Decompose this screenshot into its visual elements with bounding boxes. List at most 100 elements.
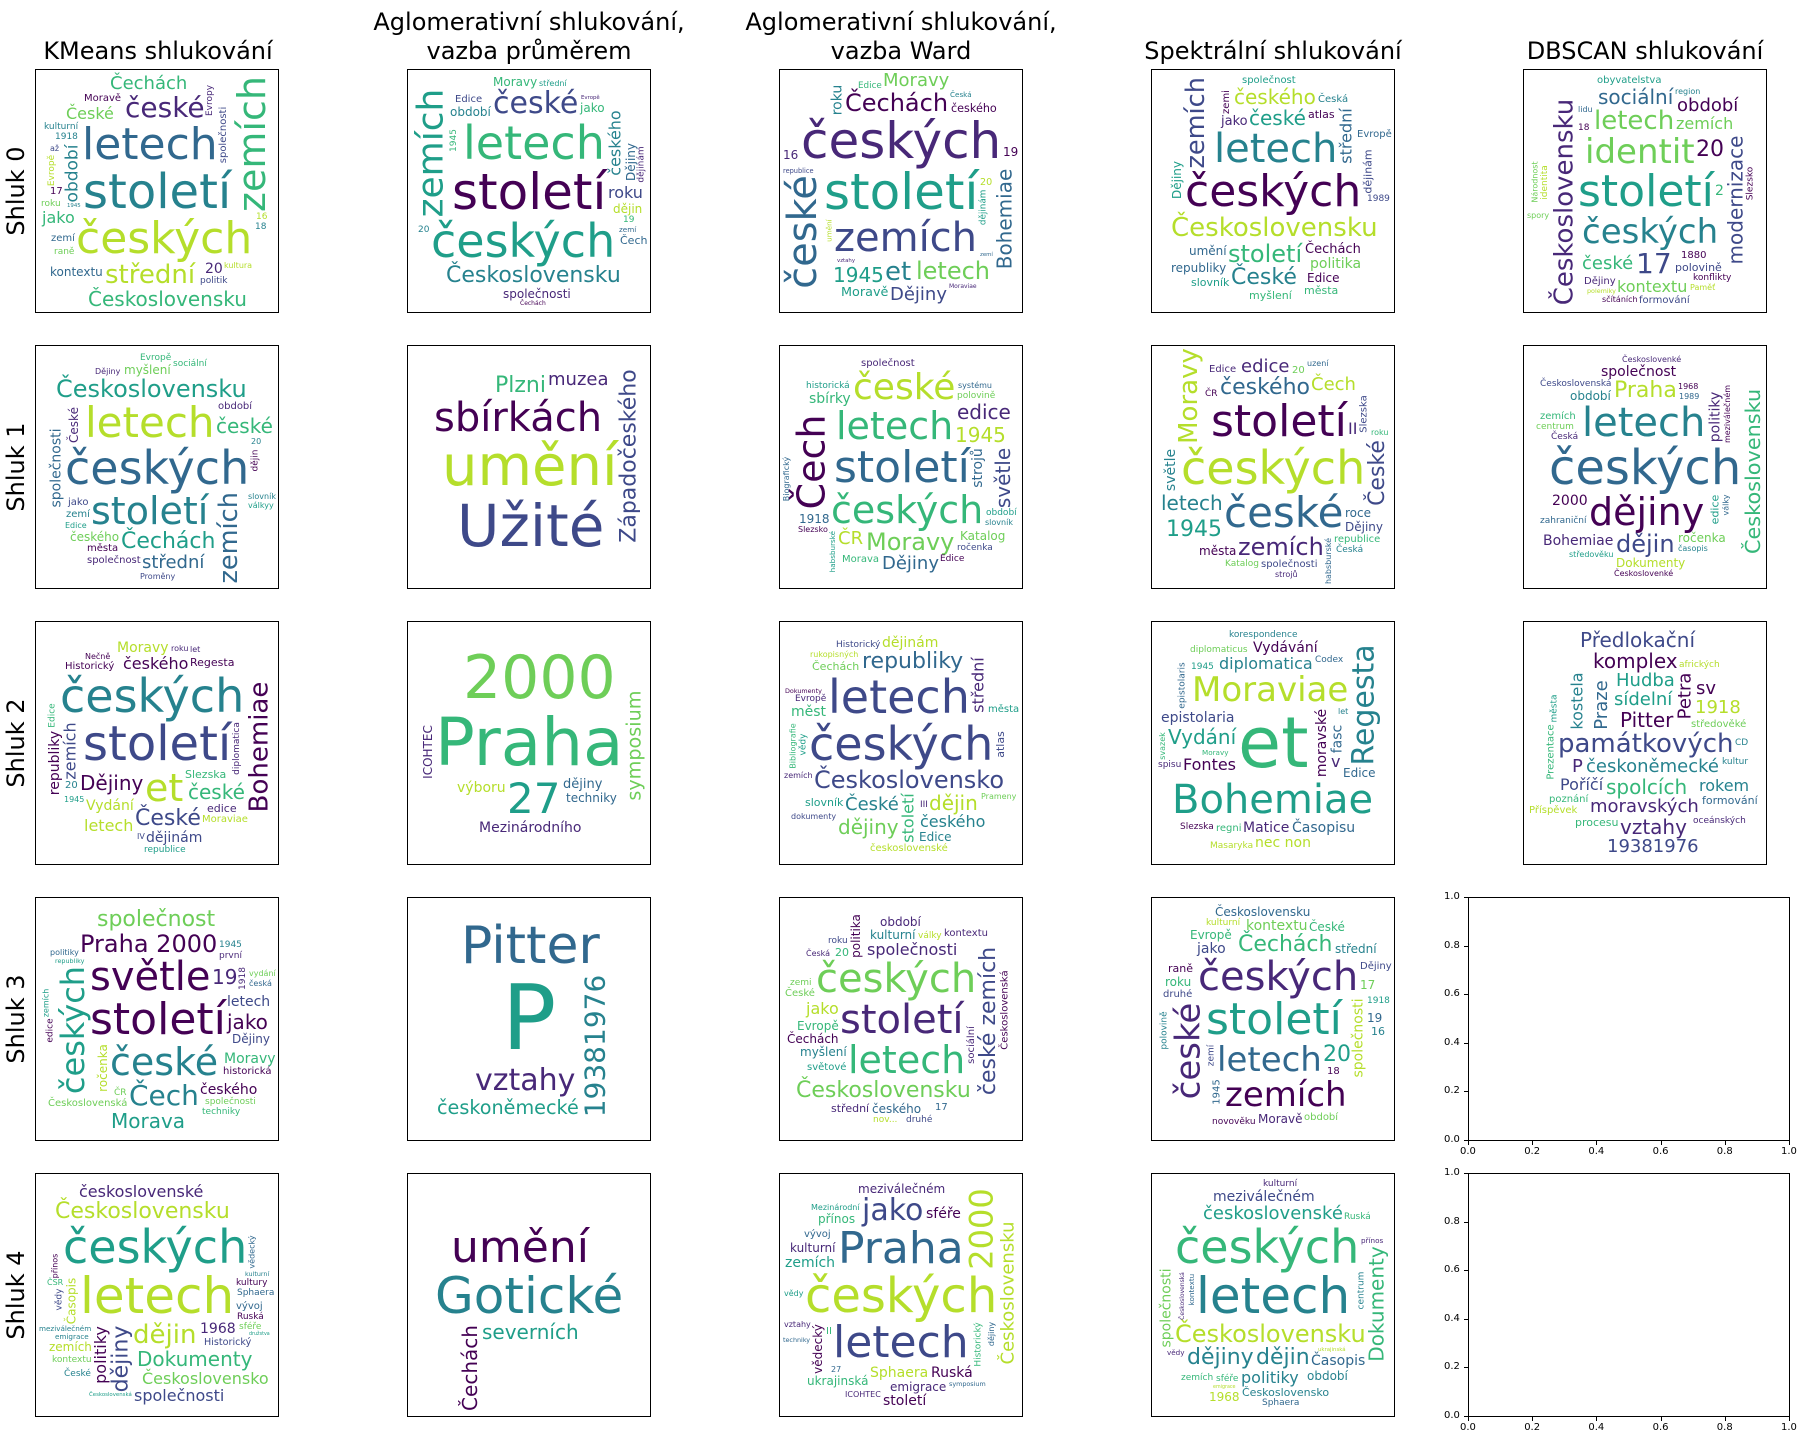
wordcloud-word: přínos: [1361, 1236, 1384, 1245]
column-title: Aglomerativní shlukování, vazba Ward: [745, 8, 1057, 65]
y-tick-label: 0.6: [1444, 1264, 1460, 1276]
wordcloud-word: Evropě: [46, 154, 57, 186]
row-label: Shluk 3: [2, 974, 30, 1064]
wordcloud-word: letech: [227, 994, 271, 1010]
wordcloud-word: ročenka: [95, 1044, 110, 1092]
wordcloud-word: zemí: [980, 252, 993, 258]
wordcloud-word: uzení: [1307, 359, 1329, 368]
wordcloud-word: století: [834, 442, 970, 493]
wordcloud-word: roku: [828, 84, 845, 115]
wordcloud-word: Moravy: [1173, 348, 1204, 444]
wordcloud-word: lidu: [1578, 105, 1593, 114]
row-label: Shluk 1: [2, 422, 30, 512]
wordcloud-word: let: [190, 645, 201, 654]
wordcloud-word: českých: [801, 112, 1002, 170]
wordcloud-word: Československu: [446, 263, 621, 288]
wordcloud-word: Bohemiae: [1172, 777, 1374, 823]
wordcloud-word: střední: [1335, 942, 1377, 956]
wordcloud-word: novověku: [1212, 1117, 1256, 1127]
wordcloud-word: českých: [805, 1268, 998, 1324]
wordcloud-word: českých: [1185, 166, 1362, 217]
wordcloud-word: let: [1338, 707, 1349, 716]
wordcloud-word: zemích: [409, 88, 451, 217]
wordcloud-word: výboru: [457, 780, 506, 796]
wordcloud-word: korespondence: [1229, 630, 1298, 640]
wordcloud-word: edice: [45, 1018, 56, 1043]
wordcloud-word: Čech: [788, 414, 833, 509]
wordcloud-word: českých: [1181, 441, 1366, 495]
y-tick-mark: [1464, 1221, 1468, 1223]
wordcloud-word: poznání: [1549, 794, 1589, 805]
wordcloud-word: Dějiny: [882, 553, 939, 574]
wordcloud-word: 1945: [64, 795, 85, 804]
wordcloud-word: 1918: [1367, 996, 1390, 1006]
wordcloud-word: zemí: [51, 233, 75, 244]
x-tick-label: 1.0: [1781, 1146, 1797, 1157]
wordcloud-word: českých: [1549, 440, 1742, 496]
wordcloud-word: dějin: [1616, 530, 1675, 558]
wordcloud-word: Dokumenty: [785, 687, 822, 695]
wordcloud-word: společnosti: [217, 106, 229, 163]
wordcloud-word: epistolaria: [1161, 710, 1235, 726]
wordcloud-word: Edice: [919, 830, 952, 844]
wordcloud-word: Západočeského: [616, 369, 642, 543]
wordcloud-word: české: [779, 175, 826, 289]
wordcloud-word: svazek: [1157, 732, 1167, 760]
wordcloud-word: zemích: [1225, 1075, 1347, 1115]
wordcloud-word: emigrace: [55, 1332, 89, 1341]
wordcloud-panel: českých letech Československo století republ…: [779, 621, 1023, 865]
wordcloud-word: Čechách: [1305, 242, 1361, 257]
wordcloud-word: 16: [1371, 1025, 1385, 1038]
wordcloud-word: společnost: [97, 907, 216, 932]
wordcloud-word: 20: [205, 261, 223, 277]
wordcloud-word: regni: [1216, 823, 1242, 834]
wordcloud-word: politika: [1310, 256, 1362, 272]
wordcloud-word: České: [135, 806, 201, 831]
wordcloud-word: 19: [212, 965, 238, 989]
wordcloud-word: dějiny: [838, 815, 899, 839]
wordcloud-word: letech: [833, 1317, 969, 1368]
wordcloud-word: P: [1572, 756, 1583, 777]
wordcloud-word: střední: [968, 657, 988, 713]
wordcloud-word: kultura: [224, 261, 253, 270]
wordcloud-word: atlas: [993, 731, 1007, 758]
wordcloud-word: sociální: [965, 1026, 977, 1064]
wordcloud-word: Dokumenty: [1364, 1246, 1389, 1362]
wordcloud-word: světle: [90, 954, 211, 1000]
wordcloud-word: památkových: [1558, 729, 1734, 759]
wordcloud-word: zemích: [40, 988, 50, 1017]
x-tick-label: 0.2: [1524, 1146, 1541, 1157]
wordcloud-panel: českých letech Československu zemích století…: [1151, 69, 1395, 313]
wordcloud-panel: století českých zemích české et Čechách letech…: [779, 69, 1023, 313]
wordcloud-word: Slezska: [1358, 395, 1370, 433]
column-title: KMeans shlukování: [43, 37, 273, 65]
y-tick-mark: [1464, 1270, 1468, 1272]
wordcloud-word: Časopis: [1311, 1353, 1366, 1369]
wordcloud-word: dějin: [249, 449, 260, 471]
wordcloud-word: letech: [80, 1267, 235, 1325]
wordcloud-word: zemích: [1676, 114, 1734, 133]
wordcloud-word: století: [83, 164, 232, 220]
wordcloud-word: Plzni: [495, 373, 546, 398]
wordcloud-word: umění: [1189, 244, 1227, 258]
wordcloud-word: Československá: [1178, 1272, 1186, 1320]
wordcloud-word: dějinám: [636, 146, 647, 183]
wordcloud-word: vztahy: [837, 258, 856, 264]
wordcloud-word: Československu: [88, 287, 247, 311]
wordcloud-word: symposium: [949, 1380, 986, 1388]
wordcloud-word: myšlení: [124, 363, 171, 377]
wordcloud-word: centrum: [1355, 1271, 1366, 1309]
wordcloud-word: raně: [1168, 962, 1194, 975]
wordcloud-word: meziválečném: [1722, 384, 1732, 443]
wordcloud-word: českých: [1198, 954, 1359, 1000]
wordcloud-word: slovník: [985, 518, 1013, 527]
y-tick-label: 0.6: [1444, 988, 1460, 1000]
y-tick-mark: [1464, 1091, 1468, 1093]
wordcloud-word: světle: [990, 447, 1015, 508]
wordcloud-word: Česká: [950, 90, 972, 99]
wordcloud-word: vědecký: [810, 1324, 825, 1374]
wordcloud-word: Mezinárodního: [479, 820, 582, 836]
wordcloud-word: 20: [980, 177, 993, 188]
wordcloud-word: Codex: [1315, 655, 1344, 665]
wordcloud-word: zemí: [1205, 1044, 1216, 1066]
